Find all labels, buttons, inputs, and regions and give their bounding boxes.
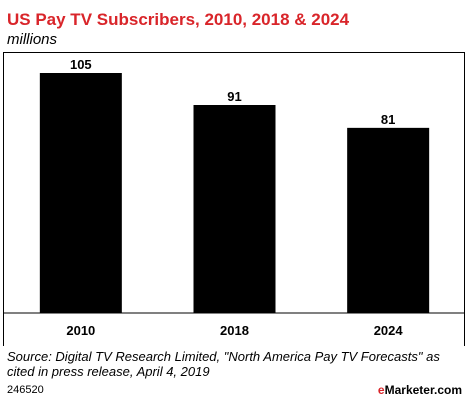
brand-prefix: e [377, 383, 385, 397]
brand-logo: eMarketer.com [378, 383, 462, 397]
chart-frame [3, 52, 465, 346]
bar-value-label-2018: 91 [227, 89, 241, 104]
x-tick-label-2018: 2018 [220, 323, 249, 338]
chart-subtitle: millions [7, 31, 58, 48]
bar-2010 [39, 73, 122, 313]
bar-2018 [193, 105, 276, 313]
chart-title: US Pay TV Subscribers, 2010, 2018 & 2024 [7, 10, 350, 29]
bar-value-label-2024: 81 [381, 112, 395, 127]
source-note: Source: Digital TV Research Limited, "No… [7, 349, 440, 379]
bar-2024 [347, 127, 430, 313]
x-tick-label-2024: 2024 [374, 323, 404, 338]
chart-id: 246520 [7, 384, 44, 396]
brand-suffix: Marketer [384, 383, 434, 397]
bar-chart: 105 2010 91 2018 81 2024 [4, 57, 465, 338]
bar-value-label-2010: 105 [70, 57, 92, 72]
x-tick-label-2010: 2010 [66, 323, 95, 338]
brand-domain: .com [433, 383, 462, 397]
